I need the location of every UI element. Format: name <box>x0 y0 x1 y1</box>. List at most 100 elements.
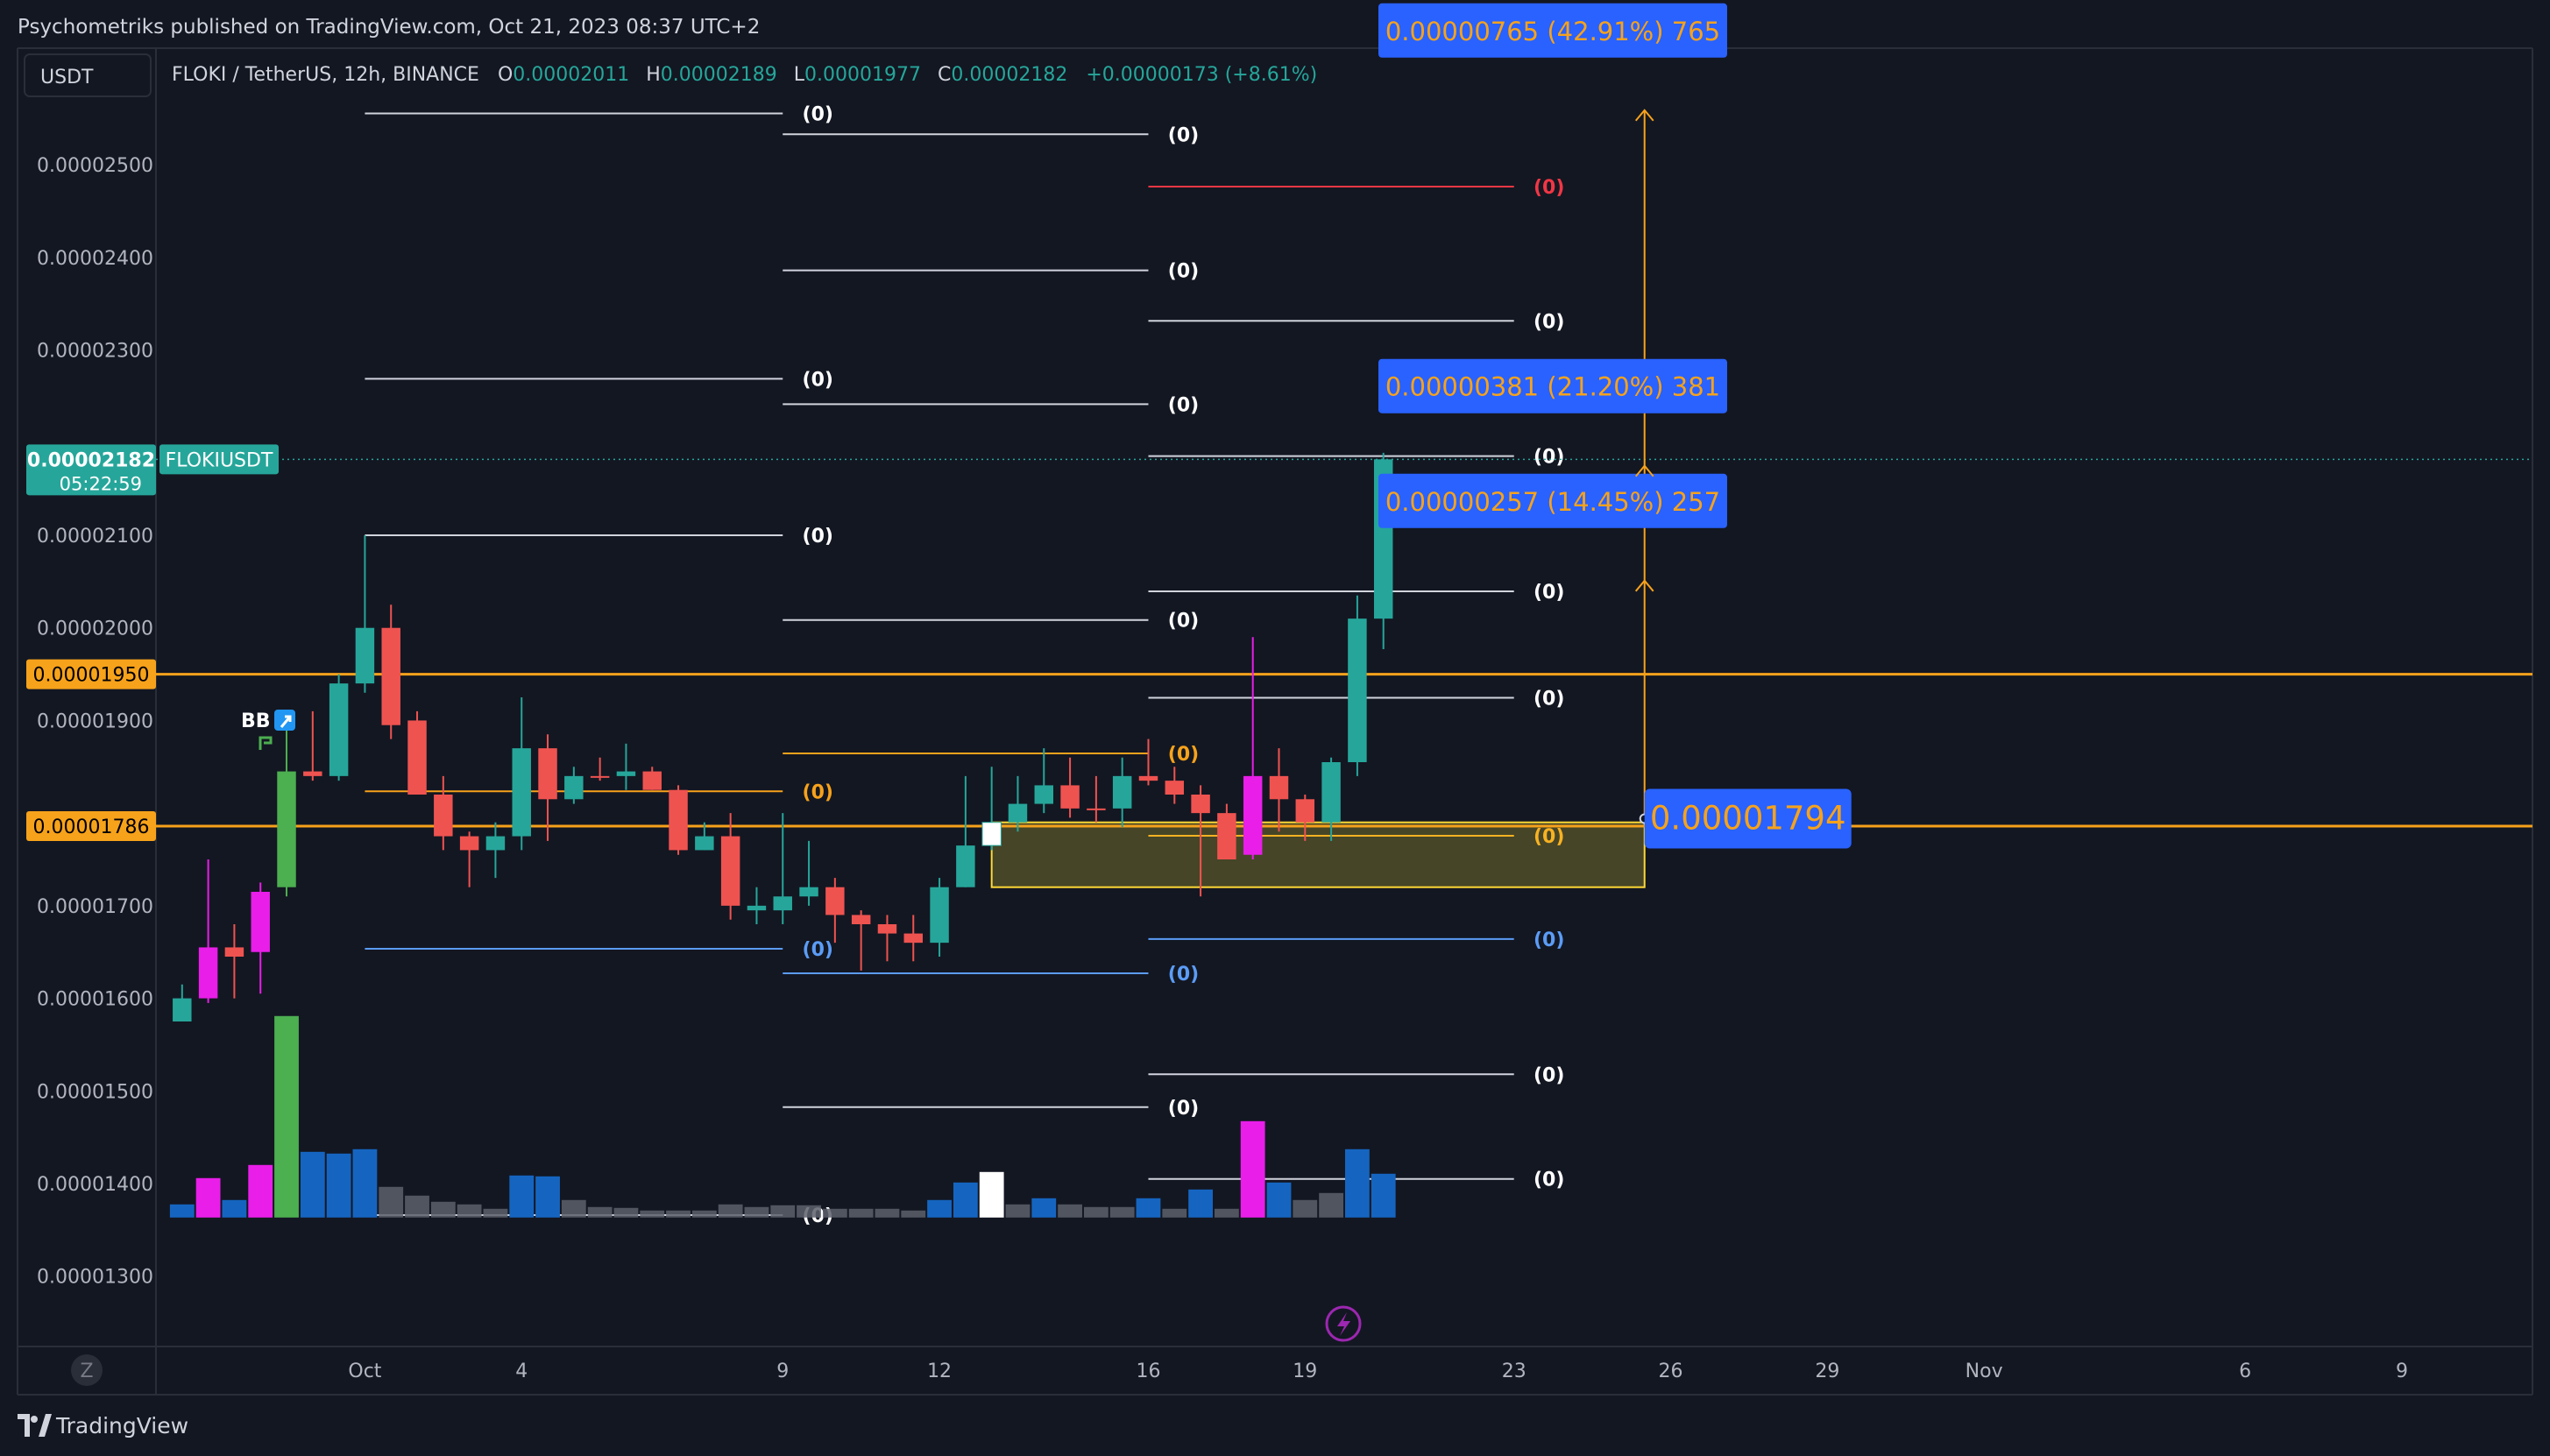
volume-bar <box>1136 1198 1161 1218</box>
measure-target-label: 0.00000257 (14.45%) 257 <box>1385 487 1720 517</box>
volume-bar <box>770 1205 796 1218</box>
price-tick-label: 0.00002000 <box>37 618 153 640</box>
level-label: (0) <box>1534 177 1564 199</box>
candle-body <box>930 887 949 944</box>
volume-bar <box>274 1015 299 1218</box>
volume-bar <box>744 1206 769 1218</box>
candle-body <box>825 887 845 915</box>
candle-body <box>1165 781 1185 795</box>
levels-layer: (0) (0) (0) (0) (0) (0) (0) (0) (0) (0) (0) (0) (0) (… <box>365 103 1564 1227</box>
volume-bar <box>666 1210 691 1218</box>
candle-body <box>277 771 296 887</box>
candle-body <box>1269 775 1289 800</box>
candle-body <box>1034 785 1054 804</box>
measure-arrowhead <box>1634 579 1654 592</box>
candle-body <box>1217 813 1236 859</box>
candle-body <box>669 789 688 851</box>
price-tick-label: 0.00002300 <box>37 341 153 363</box>
level-label: (0) <box>1534 447 1564 469</box>
volume-layer <box>169 1015 1396 1218</box>
price-axis[interactable]: 0.00002500 0.00002400 0.00002300 0.00002100… <box>37 155 153 1289</box>
candle-body <box>251 892 270 952</box>
level-label: (0) <box>803 939 833 961</box>
volume-bar <box>640 1210 665 1218</box>
level-label: (0) <box>1534 1170 1564 1191</box>
countdown-label: 05:22:59 <box>60 473 142 494</box>
price-line-tag-label: 0.00001950 <box>33 665 150 687</box>
candle-body <box>695 836 714 851</box>
candle-body <box>564 775 584 800</box>
level-label: (0) <box>1168 1098 1199 1120</box>
volume-bar <box>613 1207 639 1218</box>
candle-body <box>1321 762 1341 823</box>
chart-legend: FLOKI / TetherUS, 12h, BINANCE O0.000020… <box>172 64 1317 86</box>
candle-body <box>1060 785 1080 809</box>
volume-bar <box>979 1171 1004 1218</box>
bb-flag-icon <box>259 736 273 750</box>
time-tick-label: 12 <box>927 1361 952 1382</box>
candle-body <box>747 905 767 911</box>
volume-bar <box>248 1164 273 1218</box>
lightning-icon[interactable] <box>1325 1305 1362 1342</box>
volume-bar <box>300 1151 325 1218</box>
time-tick-label: 19 <box>1293 1361 1317 1382</box>
candle-body <box>1295 799 1315 823</box>
candle-body <box>407 720 427 795</box>
level-label: (0) <box>1168 394 1199 416</box>
candle-body <box>1348 618 1367 762</box>
horizontal-lines-layer <box>156 458 2532 828</box>
candle-body <box>1008 803 1028 823</box>
candle-body <box>329 683 349 776</box>
published-text: Psychometriks published on TradingView.c… <box>18 16 760 39</box>
symbol-tag-label: FLOKIUSDT <box>166 449 273 471</box>
legend-open-label: O <box>498 64 513 86</box>
candle-body <box>1243 775 1263 855</box>
volume-bar <box>1266 1182 1292 1218</box>
candle-body <box>1138 775 1158 781</box>
volume-bar <box>1293 1199 1318 1218</box>
tradingview-brand: TradingView <box>55 1413 188 1438</box>
volume-bar <box>405 1195 429 1218</box>
candle-body <box>642 771 662 790</box>
level-label: (0) <box>1168 124 1199 146</box>
tradingview-logo[interactable]: TradingView <box>18 1413 188 1438</box>
price-line-tag-label: 0.00001786 <box>33 816 150 838</box>
measure-base-box <box>1644 788 1852 849</box>
legend-close-value: 0.00002182 <box>951 64 1067 86</box>
price-tick-label: 0.00002100 <box>37 526 153 548</box>
price-tick-label: 0.00001500 <box>37 1081 153 1103</box>
candle-body <box>851 915 871 924</box>
legend-high-value: 0.00002189 <box>661 64 777 86</box>
volume-bar <box>1031 1198 1057 1218</box>
level-label: (0) <box>1168 611 1199 633</box>
timezone-button-label: Z <box>80 1361 93 1382</box>
legend-symbol: FLOKI / TetherUS, 12h, BINANCE <box>172 64 479 86</box>
volume-bar <box>691 1210 717 1218</box>
volume-bar <box>1214 1208 1239 1218</box>
timezone-button[interactable]: Z <box>71 1354 103 1386</box>
symbol-tag <box>159 444 279 475</box>
price-tick-label: 0.00002400 <box>37 248 153 270</box>
candle-body <box>355 627 375 684</box>
measure-target-box <box>1378 358 1727 413</box>
legend-low-label: L <box>794 64 805 86</box>
volume-bar <box>587 1206 613 1218</box>
level-label: (0) <box>1534 582 1564 604</box>
price-tick-label: 0.00001400 <box>37 1174 153 1196</box>
zone-box-layer <box>990 821 1646 888</box>
time-axis[interactable]: Oct 4 9 12 16 19 23 26 29 Nov 6 9 <box>348 1361 2408 1382</box>
volume-bar <box>901 1210 926 1218</box>
volume-bar <box>1005 1204 1031 1218</box>
measure-target-label: 0.00000381 (21.20%) 381 <box>1385 372 1720 402</box>
currency-button[interactable]: USDT <box>24 53 152 97</box>
level-label: (0) <box>803 369 833 391</box>
candle-body <box>1112 775 1132 809</box>
time-tick-label: 9 <box>776 1361 789 1382</box>
candle-body <box>224 947 244 957</box>
volume-bar <box>718 1204 743 1218</box>
legend-open-value: 0.00002011 <box>513 64 629 86</box>
time-tick-label: 16 <box>1136 1361 1160 1382</box>
candle-body <box>590 775 610 778</box>
price-tick-label: 0.00002500 <box>37 155 153 177</box>
